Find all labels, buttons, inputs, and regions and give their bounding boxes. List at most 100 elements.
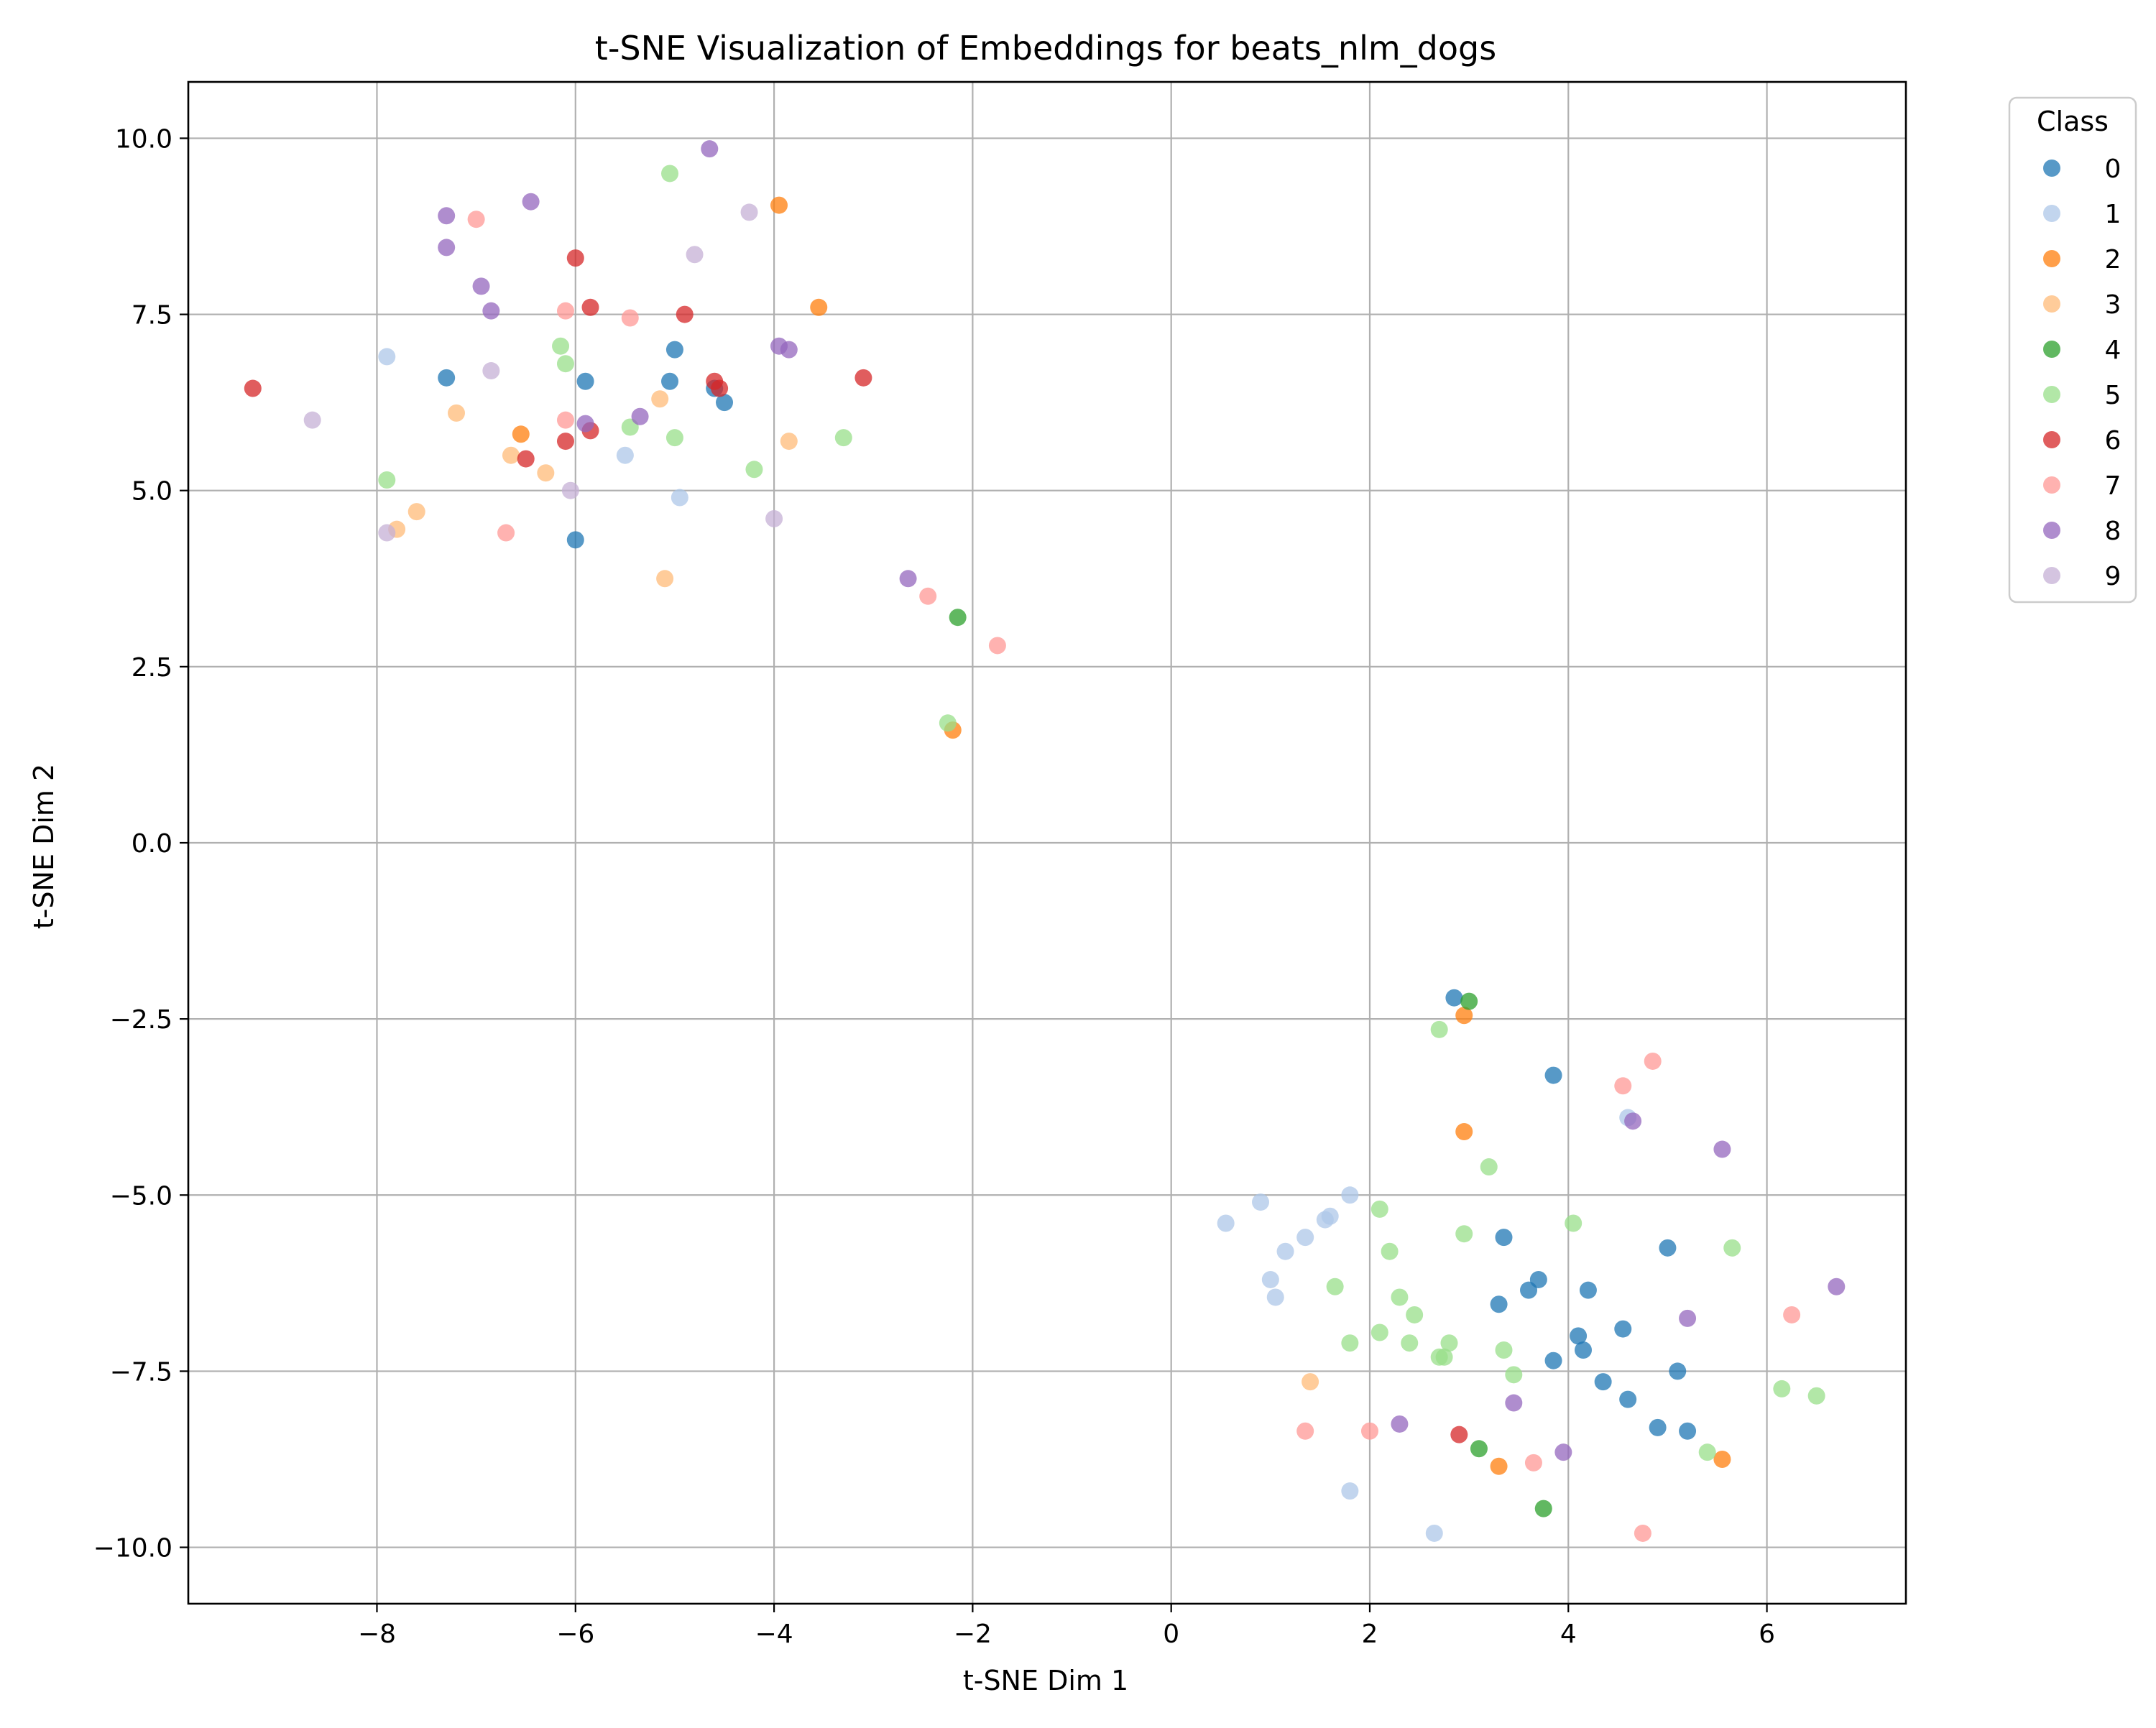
data-point-class-8: [522, 193, 540, 211]
data-point-class-0: [1579, 1281, 1597, 1299]
y-tick-label: −7.5: [110, 1357, 172, 1387]
data-point-class-1: [671, 489, 688, 507]
legend-marker-class-2: [2043, 250, 2060, 267]
data-point-class-1: [1266, 1288, 1284, 1306]
data-point-class-7: [467, 211, 485, 228]
data-point-class-3: [656, 570, 674, 588]
data-point-class-6: [711, 379, 729, 397]
x-tick-label: −4: [755, 1620, 793, 1649]
data-point-class-5: [665, 429, 683, 447]
legend-marker-class-1: [2043, 205, 2060, 222]
data-point-class-0: [1544, 1352, 1562, 1369]
data-point-class-5: [556, 355, 574, 373]
data-point-class-0: [661, 372, 679, 390]
data-point-class-0: [1679, 1422, 1697, 1440]
data-point-class-2: [770, 196, 788, 214]
data-point-class-5: [745, 461, 763, 479]
x-tick-label: 6: [1759, 1620, 1775, 1649]
data-point-class-8: [1713, 1140, 1731, 1158]
data-point-class-0: [576, 372, 594, 390]
legend-label-class-6: 6: [2105, 426, 2122, 456]
data-point-class-4: [949, 609, 967, 627]
data-point-class-0: [1669, 1362, 1687, 1380]
data-point-class-0: [1649, 1418, 1667, 1436]
data-point-class-5: [1480, 1158, 1498, 1176]
series-class-4: [949, 609, 1552, 1517]
data-point-class-7: [556, 302, 574, 320]
data-point-class-1: [1276, 1242, 1294, 1260]
data-point-class-0: [1495, 1229, 1513, 1247]
grid-lines: [188, 82, 1906, 1604]
data-point-class-0: [1614, 1320, 1632, 1338]
legend-label-class-4: 4: [2105, 336, 2122, 365]
legend-marker-class-6: [2043, 431, 2060, 448]
data-point-class-1: [1341, 1482, 1359, 1500]
data-point-class-2: [512, 425, 530, 443]
data-point-class-5: [1406, 1306, 1424, 1323]
data-point-class-7: [1360, 1422, 1378, 1440]
data-point-class-8: [482, 302, 500, 320]
x-tick-label: 4: [1560, 1620, 1577, 1649]
data-point-class-5: [1370, 1323, 1388, 1341]
data-point-class-8: [780, 341, 798, 359]
data-point-class-1: [1341, 1186, 1359, 1204]
data-point-class-8: [701, 140, 719, 158]
data-point-class-0: [665, 341, 683, 359]
data-point-class-5: [1505, 1366, 1523, 1384]
legend-label-class-2: 2: [2105, 245, 2122, 274]
series-class-1: [378, 348, 1637, 1542]
legend-label-class-5: 5: [2105, 381, 2122, 410]
data-point-class-7: [621, 309, 639, 327]
legend-marker-class-5: [2043, 386, 2060, 403]
data-point-class-7: [1524, 1454, 1542, 1471]
data-point-class-0: [438, 369, 456, 387]
data-point-class-1: [1296, 1229, 1314, 1247]
data-point-class-5: [1391, 1288, 1409, 1306]
data-point-class-3: [502, 446, 520, 464]
data-point-class-8: [1679, 1309, 1697, 1327]
data-point-class-0: [566, 531, 584, 549]
data-point-class-1: [378, 348, 396, 366]
data-point-class-9: [378, 524, 396, 542]
data-point-class-0: [1575, 1341, 1593, 1359]
data-point-class-5: [1430, 1020, 1448, 1038]
data-point-class-6: [556, 433, 574, 451]
data-point-class-8: [1391, 1415, 1409, 1433]
legend-marker-class-3: [2043, 295, 2060, 313]
data-point-class-5: [1341, 1334, 1359, 1352]
data-point-class-3: [1302, 1373, 1319, 1391]
data-point-class-1: [1321, 1207, 1339, 1225]
legend: Class 0 1 2 3 4 5 6 7 8 9: [2008, 96, 2137, 604]
legend-marker-class-7: [2043, 476, 2060, 494]
legend-box: [2008, 96, 2137, 604]
legend-label-class-9: 9: [2105, 562, 2122, 591]
y-tick-label: −10.0: [93, 1534, 172, 1563]
data-point-class-8: [438, 239, 456, 257]
data-point-class-9: [561, 481, 579, 499]
data-point-class-3: [407, 503, 425, 521]
x-axis-label: t-SNE Dim 1: [963, 1665, 1128, 1696]
legend-marker-class-8: [2043, 522, 2060, 539]
data-point-class-7: [1644, 1052, 1662, 1070]
data-point-class-6: [244, 379, 262, 397]
data-point-class-3: [448, 404, 466, 422]
data-point-class-5: [1807, 1387, 1825, 1405]
data-point-class-5: [1698, 1443, 1716, 1461]
y-tick-label: 0.0: [132, 829, 172, 859]
data-point-class-5: [1565, 1214, 1583, 1232]
data-point-class-5: [1723, 1239, 1741, 1257]
data-point-class-1: [1252, 1193, 1270, 1211]
data-point-class-4: [1470, 1440, 1488, 1458]
data-point-class-5: [1370, 1200, 1388, 1218]
data-point-class-6: [566, 249, 584, 267]
data-point-class-8: [1624, 1112, 1642, 1130]
legend-marker-class-0: [2043, 160, 2060, 177]
data-point-class-2: [1490, 1457, 1508, 1475]
data-point-class-6: [854, 369, 872, 387]
data-point-class-8: [631, 407, 649, 425]
y-axis-label: t-SNE Dim 2: [28, 764, 60, 929]
y-tick-label: −2.5: [110, 1005, 172, 1035]
data-point-class-0: [1594, 1373, 1612, 1391]
x-tick-label: −8: [358, 1620, 396, 1649]
